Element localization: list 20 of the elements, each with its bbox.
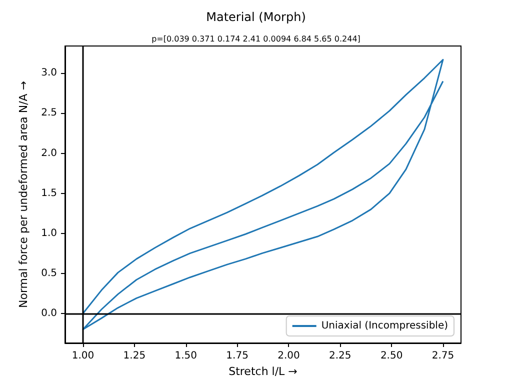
x-tick-label: 2.50 (380, 350, 403, 362)
y-tick-label: 0.5 (41, 268, 57, 279)
y-tick-label: 1.0 (41, 228, 57, 239)
legend-label: Uniaxial (Incompressible) (321, 320, 448, 332)
chart-subtitle: p=[0.039 0.371 0.174 2.41 0.0094 6.84 5.65 0.244] (152, 34, 360, 44)
x-tick-label: 2.00 (278, 350, 300, 362)
x-tick-label: 1.00 (72, 350, 94, 362)
x-axis-title: Stretch l/L → (228, 364, 298, 378)
chart-title: Material (Morph) (206, 10, 306, 24)
x-tick-label: 1.25 (123, 350, 146, 362)
y-tick-label: 1.5 (41, 188, 57, 199)
x-tick-label: 1.75 (226, 350, 248, 362)
y-tick-label: 3.0 (41, 68, 57, 79)
y-tick-label: 2.5 (41, 108, 57, 119)
x-tick-label: 2.25 (329, 350, 352, 362)
x-tick-label: 1.50 (174, 350, 197, 362)
y-axis-title: Normal force per undeformed area N/A → (17, 80, 30, 308)
y-tick-label: 2.0 (41, 148, 57, 159)
y-tick-label: 0.0 (41, 308, 57, 319)
x-tick-label: 2.75 (432, 350, 454, 362)
